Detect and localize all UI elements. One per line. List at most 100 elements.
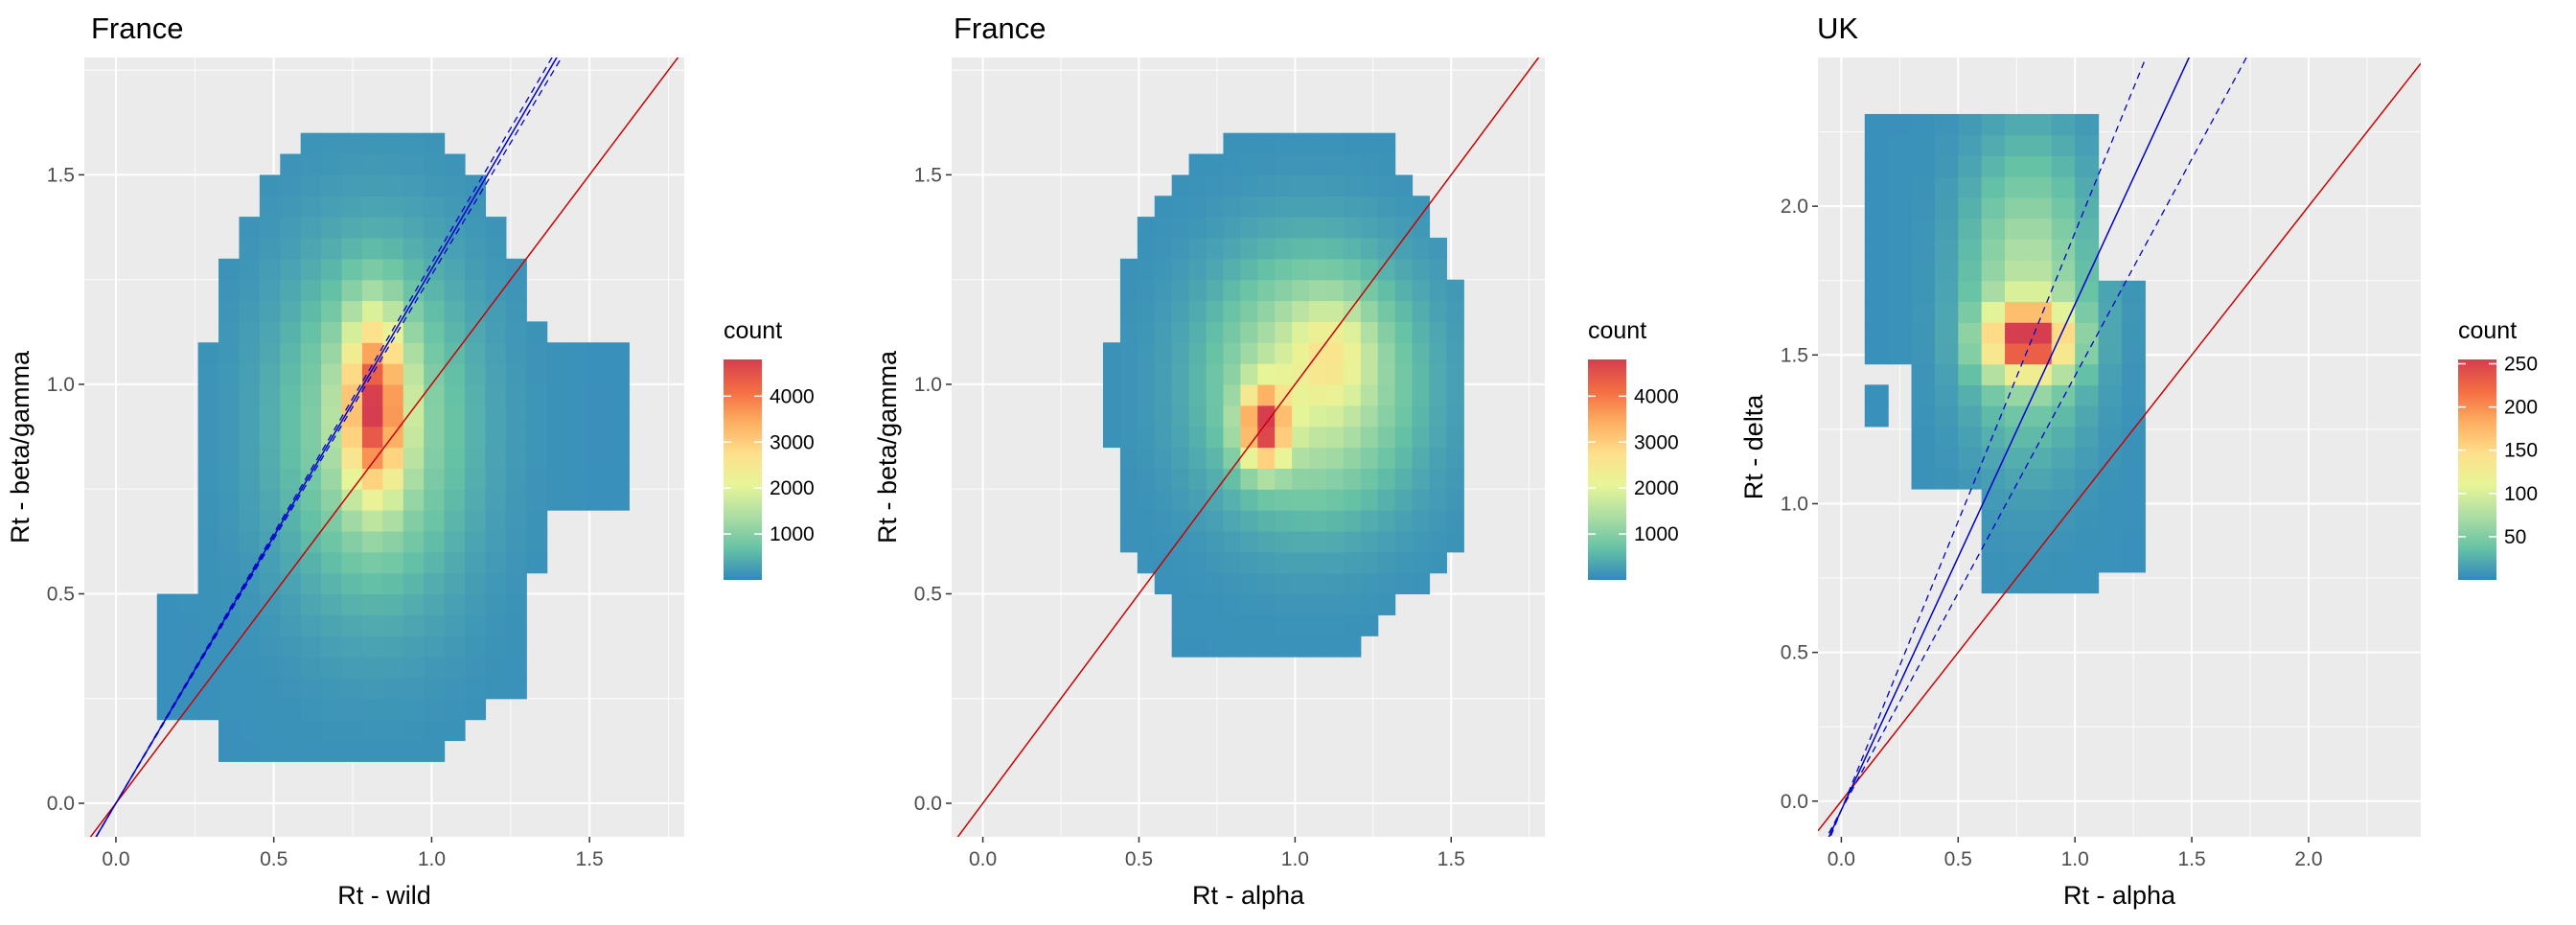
heatmap-bin [1934, 113, 1959, 136]
heatmap-bin [321, 217, 343, 239]
heatmap-bin [567, 405, 589, 428]
legend-tick-label: 100 [2504, 483, 2538, 505]
heatmap-bins [156, 132, 630, 762]
heatmap-bin [1958, 155, 1983, 177]
heatmap-bin [1911, 239, 1936, 261]
heatmap-bin [1412, 426, 1431, 449]
heatmap-bin [1292, 426, 1310, 449]
y-axis-label: Rt - beta/gamma [6, 350, 34, 543]
heatmap-bin [1377, 217, 1396, 239]
heatmap-bin [1103, 342, 1121, 364]
heatmap-bin [1240, 174, 1258, 197]
heatmap-bin [1103, 426, 1121, 449]
heatmap-bin [218, 572, 241, 595]
heatmap-bin [1119, 383, 1138, 406]
legend-tick-label: 4000 [1634, 385, 1679, 407]
heatmap-bin [218, 698, 241, 721]
heatmap-bin [341, 530, 363, 553]
heatmap-bin [2098, 301, 2123, 323]
panel-title: UK [1817, 12, 1858, 45]
heatmap-bin [1292, 468, 1310, 490]
heatmap-bin [1981, 280, 2006, 303]
heatmap-bin [280, 636, 302, 658]
heatmap-bin [465, 572, 487, 595]
heatmap-bin [2005, 509, 2030, 531]
heatmap-bin [239, 698, 261, 721]
heatmap-bin [382, 174, 404, 197]
heatmap-bin [1360, 174, 1379, 197]
heatmap-bin [300, 342, 322, 364]
heatmap-bin [239, 342, 261, 364]
heatmap-bin [156, 614, 178, 636]
heatmap-bin [1958, 363, 1983, 385]
heatmap-bin [1119, 489, 1138, 511]
heatmap-bin [382, 196, 404, 218]
heatmap-bin [1257, 447, 1276, 469]
heatmap-bin [1309, 300, 1327, 322]
heatmap-bin [382, 405, 404, 428]
heatmap-bin [218, 677, 241, 700]
heatmap-bin [2121, 384, 2146, 406]
heatmap-bin [2051, 468, 2076, 490]
heatmap-bin [218, 258, 241, 281]
heatmap-bin [300, 321, 322, 343]
x-tick-label: 0.0 [102, 848, 129, 870]
heatmap-bin [1864, 405, 1889, 428]
heatmap-bin [424, 300, 446, 322]
heatmap-bin [2098, 280, 2123, 303]
heatmap-bin [300, 405, 322, 428]
heatmap-bin [1223, 426, 1241, 449]
heatmap-bin [2005, 197, 2030, 220]
heatmap-bin [402, 174, 425, 197]
heatmap-bin [321, 698, 343, 721]
heatmap-bin [1911, 113, 1936, 136]
heatmap-bin [1325, 342, 1345, 364]
heatmap-bin [1325, 132, 1345, 155]
heatmap-bin [321, 614, 343, 636]
heatmap-bin [341, 719, 363, 742]
heatmap-bin [1240, 258, 1258, 281]
heatmap-bin [321, 510, 343, 532]
heatmap-bin [587, 447, 610, 469]
heatmap-bin [1325, 279, 1345, 302]
heatmap-bin [1240, 593, 1258, 615]
heatmap-bin [1119, 342, 1138, 364]
heatmap-bin [1446, 510, 1464, 532]
heatmap-bin [424, 489, 446, 511]
heatmap-bin [546, 447, 568, 469]
heatmap-bin [2005, 301, 2030, 323]
heatmap-bin [2028, 342, 2053, 365]
heatmap-bin [444, 363, 466, 385]
heatmap-bin [259, 363, 281, 385]
heatmap-bin [1394, 321, 1414, 343]
heatmap-bin [402, 196, 425, 218]
heatmap-bin [465, 593, 487, 615]
heatmap-bin [321, 489, 343, 511]
heatmap-bin [465, 447, 487, 469]
y-tick-label: 2.0 [1781, 196, 1808, 218]
heatmap-bin [197, 698, 219, 721]
heatmap-bin [280, 217, 302, 239]
heatmap-bin [2028, 384, 2053, 406]
heatmap-bin [1188, 530, 1208, 553]
heatmap-bin [1154, 217, 1173, 239]
heatmap-bin [197, 530, 219, 553]
heatmap-bin [1206, 426, 1225, 449]
heatmap-bin [402, 237, 425, 260]
heatmap-bin [2028, 280, 2053, 303]
heatmap-bin [1958, 405, 1983, 428]
heatmap-bin [1119, 363, 1138, 385]
heatmap-bin [1137, 530, 1156, 553]
heatmap-bin [1137, 321, 1156, 343]
heatmap-bin [1223, 342, 1241, 364]
heatmap-bin [1223, 636, 1241, 658]
heatmap-bin [1223, 383, 1241, 406]
heatmap-bin [2028, 113, 2053, 136]
heatmap-bin [485, 614, 507, 636]
heatmap-bin [485, 657, 507, 679]
heatmap-bin [341, 196, 363, 218]
legend-tick-label: 4000 [770, 385, 815, 407]
heatmap-bin [505, 426, 527, 449]
heatmap-bin [1119, 279, 1138, 302]
heatmap-bin [1257, 196, 1276, 218]
